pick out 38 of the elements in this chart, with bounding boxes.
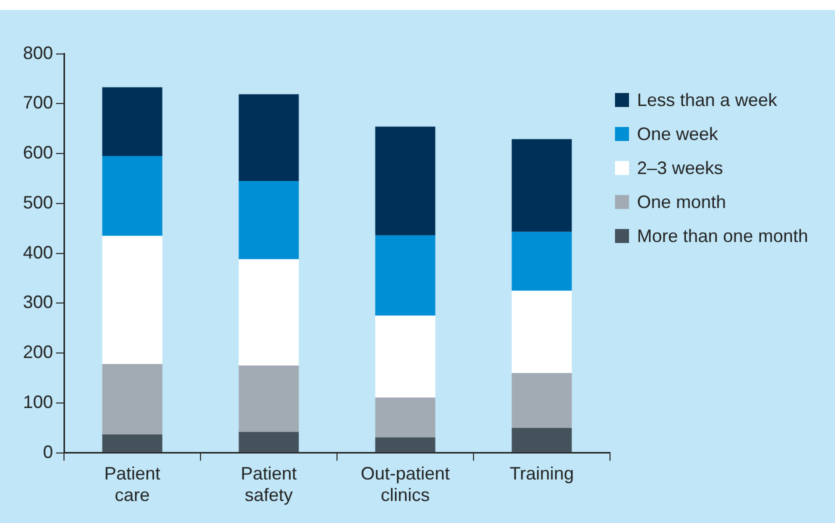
bar [238, 94, 299, 181]
y-tick-label: 600 [22, 142, 54, 163]
x-tick-label: Patient care [104, 464, 160, 506]
legend-label: One week [637, 123, 718, 146]
bar [375, 235, 436, 316]
y-tick-label: 500 [22, 192, 54, 212]
bar [102, 434, 162, 452]
legend-label: Less than a week [637, 89, 778, 112]
bar [512, 232, 572, 291]
bar [102, 87, 162, 156]
bar [238, 432, 299, 452]
x-tick-label: Out-patient clinics [360, 464, 450, 506]
bar [238, 180, 299, 260]
bar [512, 373, 572, 428]
bar [375, 397, 436, 438]
y-tick-label: 300 [22, 292, 54, 312]
bar [102, 364, 162, 434]
bar [512, 428, 572, 452]
bar [102, 156, 162, 236]
legend-label: One month [637, 191, 726, 214]
bar [512, 139, 572, 232]
y-tick-label: 800 [22, 42, 54, 63]
y-tick-label: 700 [22, 92, 54, 113]
y-tick-label: 200 [22, 342, 54, 362]
y-tick-label: 0 [43, 442, 54, 462]
bar [512, 290, 572, 373]
legend-label: 2–3 weeks [637, 157, 724, 180]
bar [102, 236, 162, 364]
bar [375, 437, 436, 452]
x-tick-label: Patient safety [240, 464, 297, 506]
y-tick-label: 100 [22, 392, 54, 412]
bar [375, 316, 436, 398]
y-tick-label: 400 [22, 242, 54, 262]
bar [238, 366, 299, 432]
legend-label: More than one month [637, 225, 808, 248]
x-tick-label: Training [510, 464, 574, 484]
bar [375, 126, 436, 236]
bar [238, 259, 299, 366]
